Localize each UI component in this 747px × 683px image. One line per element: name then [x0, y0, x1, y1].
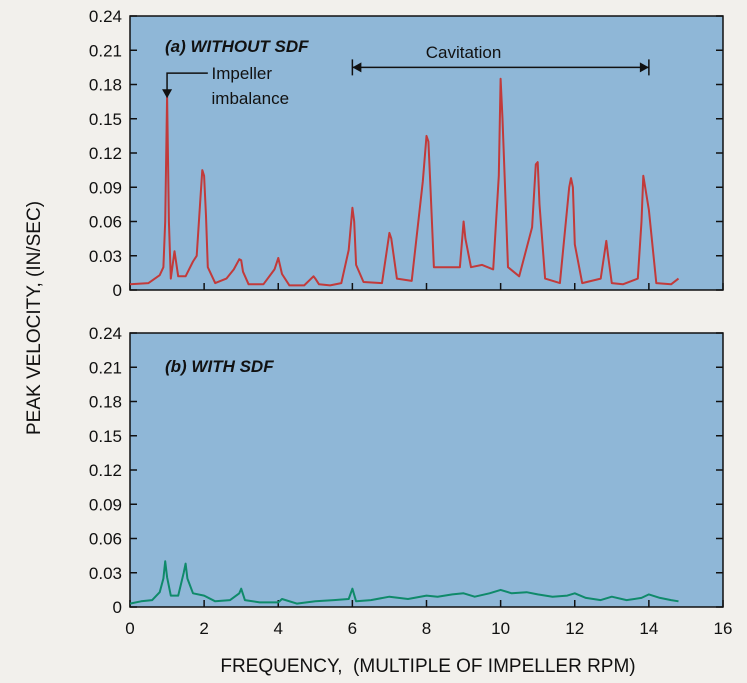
xtick-label: 6 — [348, 619, 357, 638]
xtick-label: 16 — [714, 619, 733, 638]
panel-b-ytick-label: 0.12 — [89, 461, 122, 480]
panel-b-ytick-label: 0.24 — [89, 324, 122, 343]
series-line-with-sdf — [129, 560, 679, 605]
impeller-imbalance-label-line-1: Impeller — [212, 64, 273, 83]
xtick-label: 0 — [125, 619, 134, 638]
panel-a-ytick-label: 0.15 — [89, 110, 122, 129]
xtick-label: 4 — [274, 619, 283, 638]
xtick-label: 10 — [491, 619, 510, 638]
panel-b-ytick-label: 0.03 — [89, 564, 122, 583]
panel-a-ytick-label: 0.21 — [89, 41, 122, 60]
panel-b-ytick-label: 0 — [113, 598, 122, 617]
panel-a-ytick-label: 0.24 — [89, 7, 122, 26]
panel-without-sdf: 0 0.03 0.06 0.09 0.12 0.15 0.18 0.21 0.24 (a) WI… — [89, 7, 724, 300]
panel-a-ytick-label: 0.12 — [89, 144, 122, 163]
panel-a-title: (a) WITHOUT SDF — [165, 37, 309, 56]
y-axis-title: PEAK VELOCITY, (IN/SEC) — [24, 201, 45, 435]
series-line-without-sdf — [129, 77, 680, 287]
cavitation-arrow-right-icon — [639, 62, 649, 73]
x-axis-title: FREQUENCY, (MULTIPLE OF IMPELLER RPM) — [220, 656, 635, 677]
xtick-label: 14 — [639, 619, 658, 638]
cavitation-arrow-left-icon — [352, 62, 362, 73]
panel-a-plot-area — [129, 15, 724, 291]
panel-b-ytick-label: 0.18 — [89, 393, 122, 412]
xtick-label: 2 — [199, 619, 208, 638]
impeller-imbalance-label-line-2: imbalance — [212, 89, 290, 108]
panel-b-ytick-label: 0.09 — [89, 495, 122, 514]
panel-b-plot-area — [129, 332, 724, 608]
xtick-label: 8 — [422, 619, 431, 638]
panel-a-ytick-label: 0 — [113, 281, 122, 300]
panel-b-title: (b) WITH SDF — [165, 357, 274, 376]
impeller-imbalance-arrow-icon — [162, 89, 173, 99]
panel-b-ytick-label: 0.15 — [89, 427, 122, 446]
panel-a-ytick-label: 0.18 — [89, 76, 122, 95]
cavitation-label: Cavitation — [426, 43, 502, 62]
panel-a-ytick-label: 0.03 — [89, 247, 122, 266]
panel-a-ytick-label: 0.09 — [89, 178, 122, 197]
panel-b-ytick-label: 0.21 — [89, 358, 122, 377]
xtick-label: 12 — [565, 619, 584, 638]
panel-with-sdf: 0 0.03 0.06 0.09 0.12 0.15 0.18 0.21 0.24 (b) WI… — [89, 324, 724, 617]
impeller-imbalance-pointer — [166, 72, 208, 93]
panel-a-ytick-label: 0.06 — [89, 213, 122, 232]
panel-b-ytick-label: 0.06 — [89, 530, 122, 549]
